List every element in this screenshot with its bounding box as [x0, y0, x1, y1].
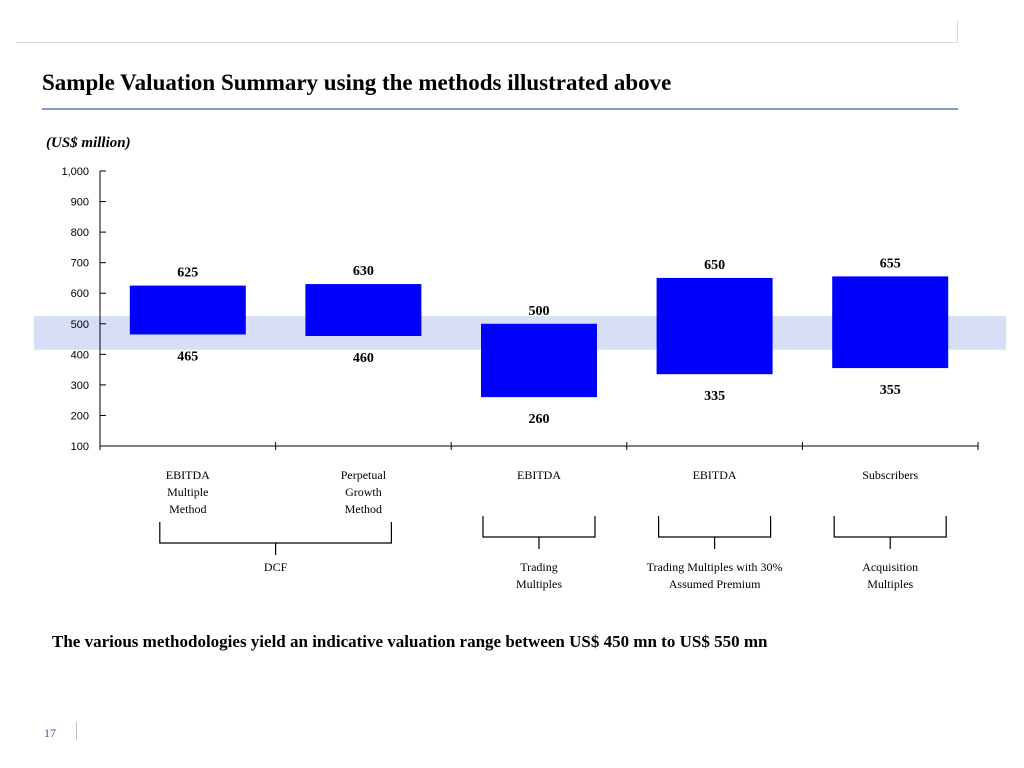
y-tick-label: 700 [71, 258, 89, 270]
group-bracket [482, 516, 596, 538]
valuation-chart: 100 200 300 400 500 600 700 800 900 1,000 625 465 63… [34, 166, 1006, 591]
y-tick-label: 900 [71, 197, 89, 209]
group-label: Trading Multiples with 30% [647, 560, 783, 574]
category-label: EBITDA [693, 468, 737, 482]
group-label: Multiples [867, 577, 913, 591]
y-tick-label: 500 [71, 319, 89, 331]
page-number: 17 [44, 726, 56, 740]
category-label: Multiple [167, 485, 208, 499]
slide-title: Sample Valuation Summary using the metho… [42, 70, 672, 95]
range-bar [832, 276, 949, 369]
range-bar [305, 284, 422, 336]
bar-high-label: 655 [880, 256, 901, 271]
category-label: Growth [345, 485, 382, 499]
y-tick-label: 200 [71, 410, 89, 422]
group-bracket [658, 516, 772, 538]
bar-low-label: 465 [177, 349, 198, 364]
y-tick-label: 1,000 [61, 166, 89, 178]
bar-high-label: 625 [177, 266, 198, 281]
group-label: DCF [264, 560, 288, 574]
category-label: Method [345, 502, 382, 516]
category-label: EBITDA [517, 468, 561, 482]
group-bracket [833, 516, 947, 538]
top-rule [16, 42, 958, 43]
y-tick-label: 800 [71, 227, 89, 239]
bar-low-label: 355 [880, 383, 901, 398]
range-bar [481, 323, 597, 398]
y-tick-label: 400 [71, 349, 89, 361]
y-tick-label: 600 [71, 288, 89, 300]
category-label: Perpetual [341, 468, 387, 482]
unit-label: (US$ million) [46, 135, 131, 151]
category-label: Subscribers [862, 468, 918, 482]
group-bracket [159, 522, 392, 544]
category-label: Method [169, 502, 206, 516]
bar-high-label: 500 [529, 304, 550, 319]
range-bar [129, 285, 246, 335]
group-label: Trading [520, 560, 558, 574]
bar-high-label: 630 [353, 264, 374, 279]
y-tick-label: 100 [71, 441, 89, 453]
top-rule-tick [957, 20, 958, 42]
title-rule [42, 108, 958, 110]
y-tick-label: 300 [71, 380, 89, 392]
bar-low-label: 260 [529, 412, 550, 427]
range-bar [656, 277, 773, 375]
bar-low-label: 335 [704, 389, 725, 404]
summary-text: The various methodologies yield an indic… [52, 632, 768, 651]
group-label: Acquisition [862, 560, 918, 574]
group-label: Assumed Premium [669, 577, 761, 591]
bar-high-label: 650 [704, 258, 725, 273]
bar-low-label: 460 [353, 351, 374, 366]
page-number-separator [76, 722, 77, 740]
category-label: EBITDA [166, 468, 210, 482]
group-label: Multiples [516, 577, 562, 591]
